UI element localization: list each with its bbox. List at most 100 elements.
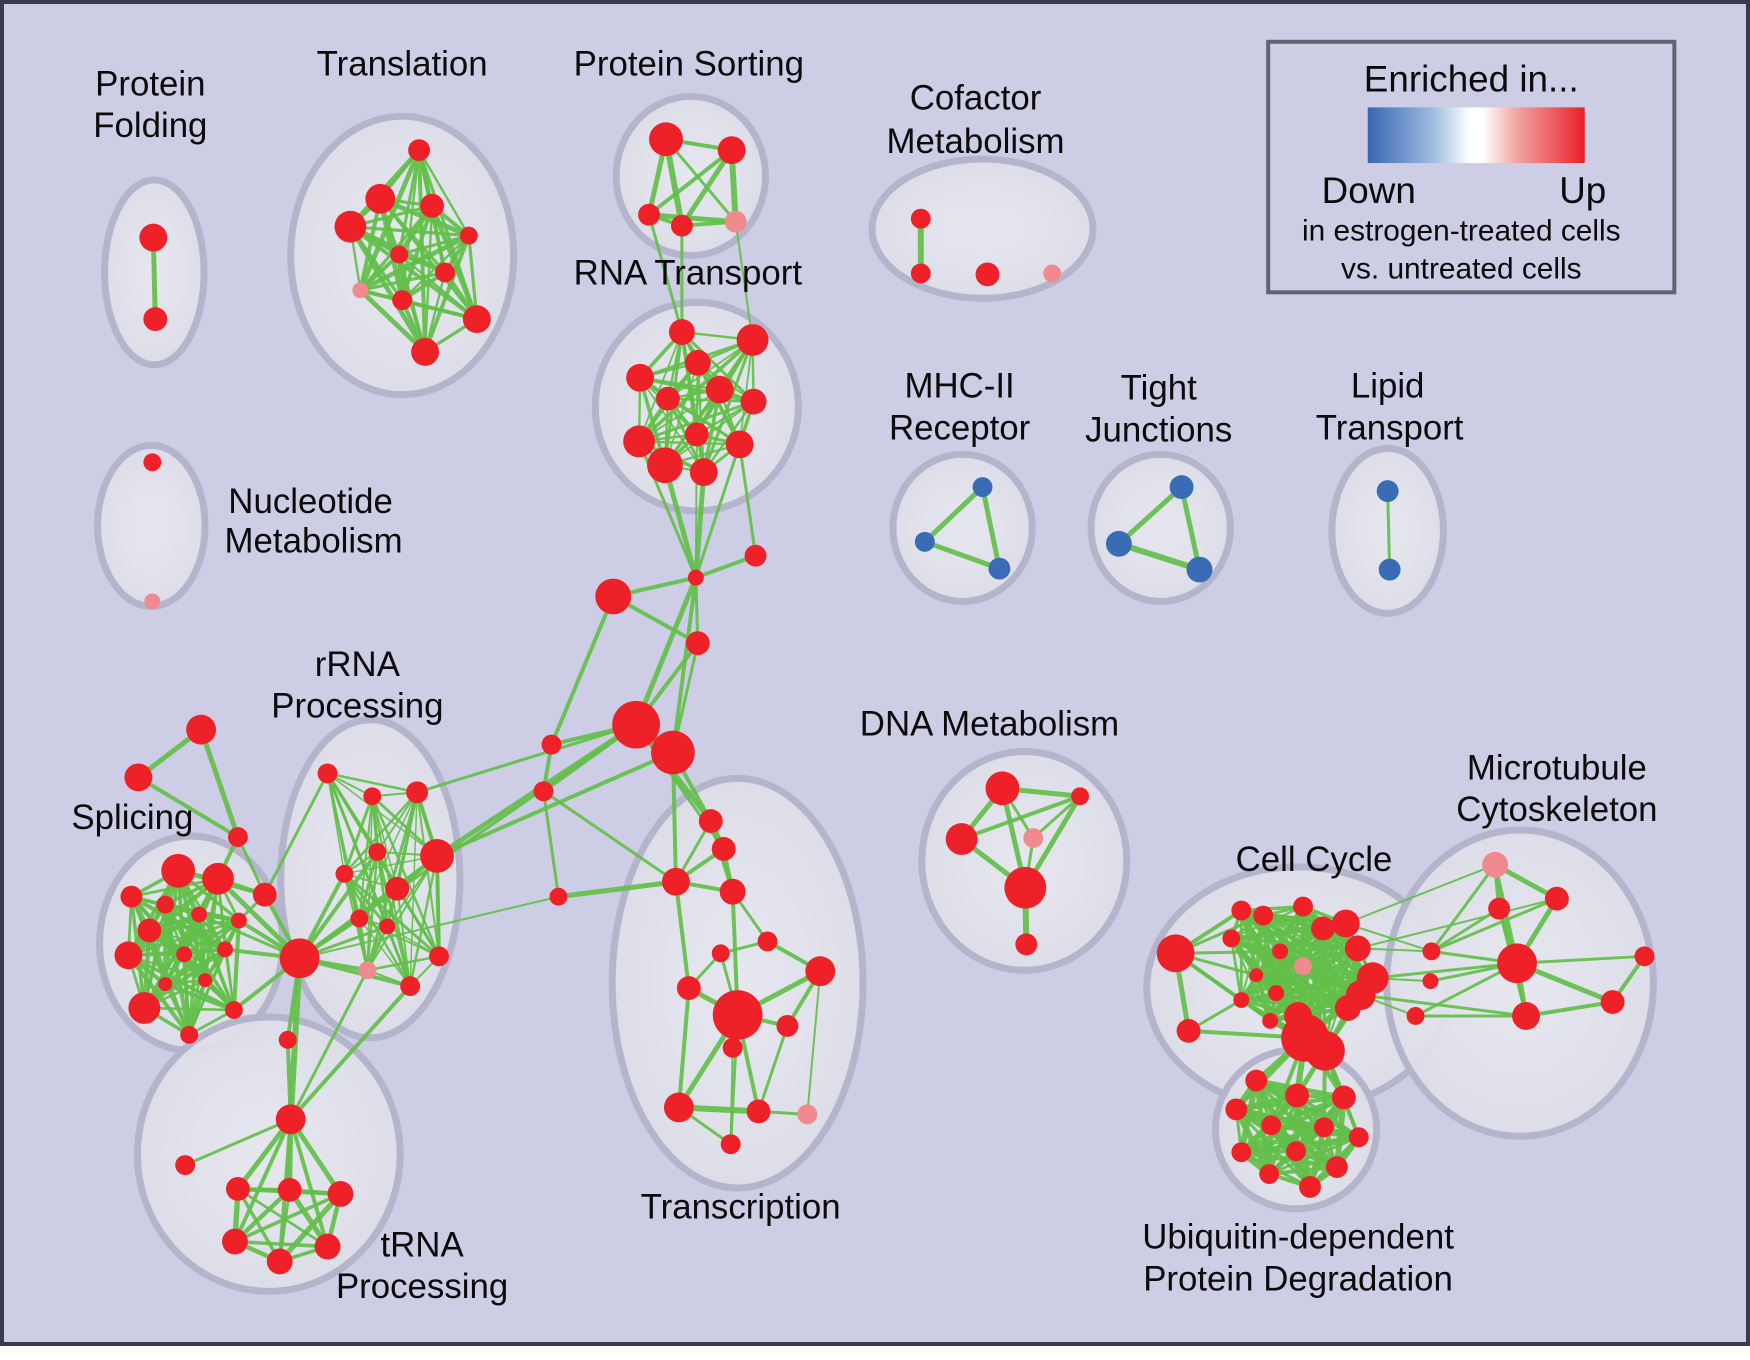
edge (549, 594, 616, 747)
edge (358, 917, 411, 987)
node (1015, 933, 1038, 956)
edge (236, 1187, 282, 1264)
edge (1524, 1000, 1615, 1018)
edge (348, 224, 428, 355)
node (724, 210, 747, 233)
node (176, 946, 193, 963)
node (1023, 828, 1044, 848)
edge (1115, 540, 1203, 573)
node (358, 961, 377, 980)
node (705, 375, 734, 404)
cluster-label-protein-folding: Folding (93, 106, 207, 145)
edge (922, 484, 985, 545)
edge (136, 775, 240, 840)
node (1325, 1156, 1348, 1178)
node (1285, 1083, 1310, 1108)
node (317, 763, 338, 784)
edge (182, 918, 241, 957)
node (1600, 990, 1625, 1014)
cluster-label-ubiquitin-degradation: Ubiquitin-dependent (1142, 1218, 1454, 1257)
edge (357, 287, 428, 355)
node (711, 837, 736, 861)
node (972, 477, 993, 498)
node (137, 918, 162, 943)
edge (1356, 897, 1558, 950)
node (1261, 1115, 1282, 1136)
edge (358, 795, 374, 920)
edge (263, 771, 330, 897)
legend-up-label: Up (1559, 170, 1606, 211)
edge (1386, 489, 1392, 572)
node (420, 193, 444, 218)
node (266, 1248, 293, 1275)
node (668, 319, 695, 345)
node (720, 1134, 741, 1155)
edge (357, 233, 472, 293)
edge (366, 955, 441, 972)
node (1043, 264, 1062, 283)
edge (371, 795, 441, 958)
node (161, 853, 196, 888)
cluster-label-lipid-transport: Transport (1316, 408, 1464, 447)
node (224, 1001, 243, 1019)
edge (676, 986, 691, 1110)
edge (358, 791, 418, 920)
cluster-label-rrna-processing: Processing (271, 687, 443, 726)
edge (397, 253, 479, 321)
node (335, 864, 354, 883)
cluster-label-dna-metabolism: DNA Metabolism (860, 705, 1119, 744)
node (656, 386, 680, 411)
node (1422, 973, 1439, 990)
node (156, 895, 175, 914)
node (225, 1176, 250, 1201)
node (689, 458, 718, 487)
node (736, 324, 769, 356)
edge (232, 1117, 293, 1244)
node (1245, 1069, 1268, 1092)
edge (1278, 946, 1360, 953)
edge (358, 196, 383, 293)
cluster-label-ubiquitin-degradation: Protein Degradation (1143, 1259, 1453, 1298)
edge (277, 1191, 344, 1265)
edge (429, 203, 480, 322)
edge (1267, 1165, 1339, 1176)
node (158, 977, 173, 992)
edge (396, 887, 412, 988)
node (350, 909, 369, 928)
node (390, 245, 409, 264)
node (462, 305, 491, 334)
node (277, 1177, 302, 1202)
edge (1293, 1134, 1362, 1154)
nodes-layer (114, 122, 1655, 1275)
node (1249, 968, 1264, 983)
edge (662, 462, 699, 581)
edge (633, 575, 699, 728)
node (1488, 897, 1511, 920)
node (1331, 1085, 1356, 1110)
node (124, 763, 153, 792)
node (945, 823, 978, 855)
edge (143, 913, 201, 1010)
edge (288, 1116, 343, 1197)
node (1313, 1117, 1334, 1138)
cluster-ellipse-cofactor-metabolism (868, 155, 1097, 302)
cluster-label-protein-folding: Protein (95, 64, 205, 103)
node (435, 262, 455, 283)
node (776, 1014, 799, 1037)
legend: Enriched in... Down Up in estrogen-treat… (1266, 39, 1677, 295)
node (1231, 900, 1252, 921)
node (685, 631, 710, 656)
edge (416, 791, 440, 958)
edge (182, 952, 191, 1037)
node (368, 842, 387, 861)
node (1272, 943, 1289, 960)
edge (1267, 1135, 1361, 1176)
edge (1344, 863, 1497, 925)
cluster-label-cell-cycle: Cell Cycle (1236, 840, 1393, 879)
node (1233, 992, 1250, 1008)
node (252, 882, 277, 907)
node (459, 226, 478, 245)
edge (738, 442, 758, 558)
